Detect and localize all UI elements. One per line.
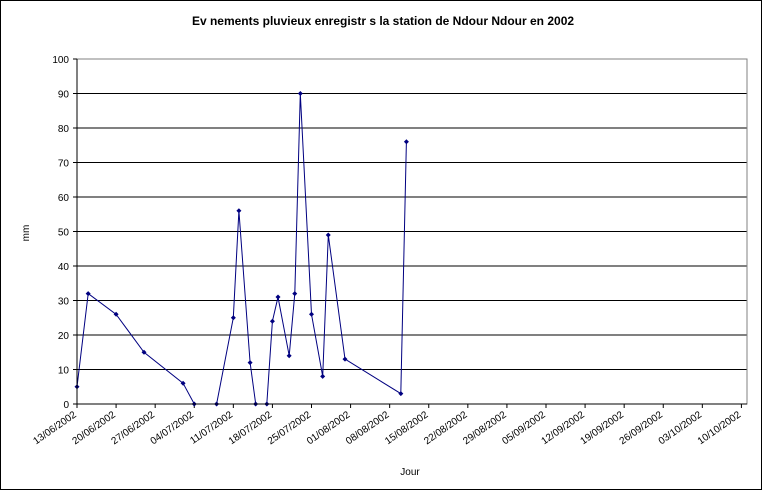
gridlines bbox=[77, 58, 747, 370]
data-point-marker bbox=[403, 139, 409, 145]
data-point-marker bbox=[180, 380, 186, 386]
data-point-marker bbox=[286, 353, 292, 359]
y-tick-label: 20 bbox=[58, 331, 70, 342]
data-point-marker bbox=[230, 315, 236, 321]
y-axis-label: mm bbox=[21, 225, 32, 242]
data-point-marker bbox=[85, 291, 91, 297]
data-point-marker bbox=[398, 391, 404, 397]
y-tick-label: 40 bbox=[58, 262, 70, 273]
y-tick-label: 80 bbox=[58, 124, 70, 135]
y-tick-label: 90 bbox=[58, 90, 70, 101]
data-point-marker bbox=[141, 349, 147, 355]
x-axis-label: Jour bbox=[400, 467, 420, 478]
data-point-marker bbox=[292, 291, 298, 297]
data-point-marker bbox=[320, 373, 326, 379]
x-axis-ticks: 13/06/200220/06/200227/06/200204/07/2002… bbox=[31, 404, 743, 447]
x-tick-label: 10/10/2002 bbox=[696, 409, 744, 447]
y-tick-label: 70 bbox=[58, 159, 70, 170]
chart-title: Ev nements pluvieux enregistr s la stati… bbox=[192, 14, 574, 28]
y-tick-label: 30 bbox=[58, 297, 70, 308]
series-line bbox=[76, 93, 407, 405]
data-point-marker bbox=[113, 311, 119, 317]
y-tick-label: 60 bbox=[58, 193, 70, 204]
series-layer bbox=[74, 91, 409, 407]
data-point-marker bbox=[247, 360, 253, 366]
data-point-marker bbox=[297, 91, 303, 96]
data-point-marker bbox=[236, 208, 242, 214]
data-point-marker bbox=[325, 232, 331, 238]
y-axis-ticks: 0 10 20 30 40 50 60 70 80 90 100 bbox=[52, 55, 77, 411]
data-point-marker bbox=[342, 356, 348, 362]
data-point-marker bbox=[309, 311, 314, 317]
y-tick-label: 0 bbox=[63, 400, 69, 411]
y-tick-label: 10 bbox=[58, 366, 70, 377]
data-point-marker bbox=[275, 294, 281, 300]
y-tick-label: 100 bbox=[52, 55, 69, 66]
x-tick-label: 04/07/2002 bbox=[149, 409, 197, 447]
y-tick-label: 50 bbox=[58, 228, 70, 239]
data-point-marker bbox=[269, 318, 275, 324]
